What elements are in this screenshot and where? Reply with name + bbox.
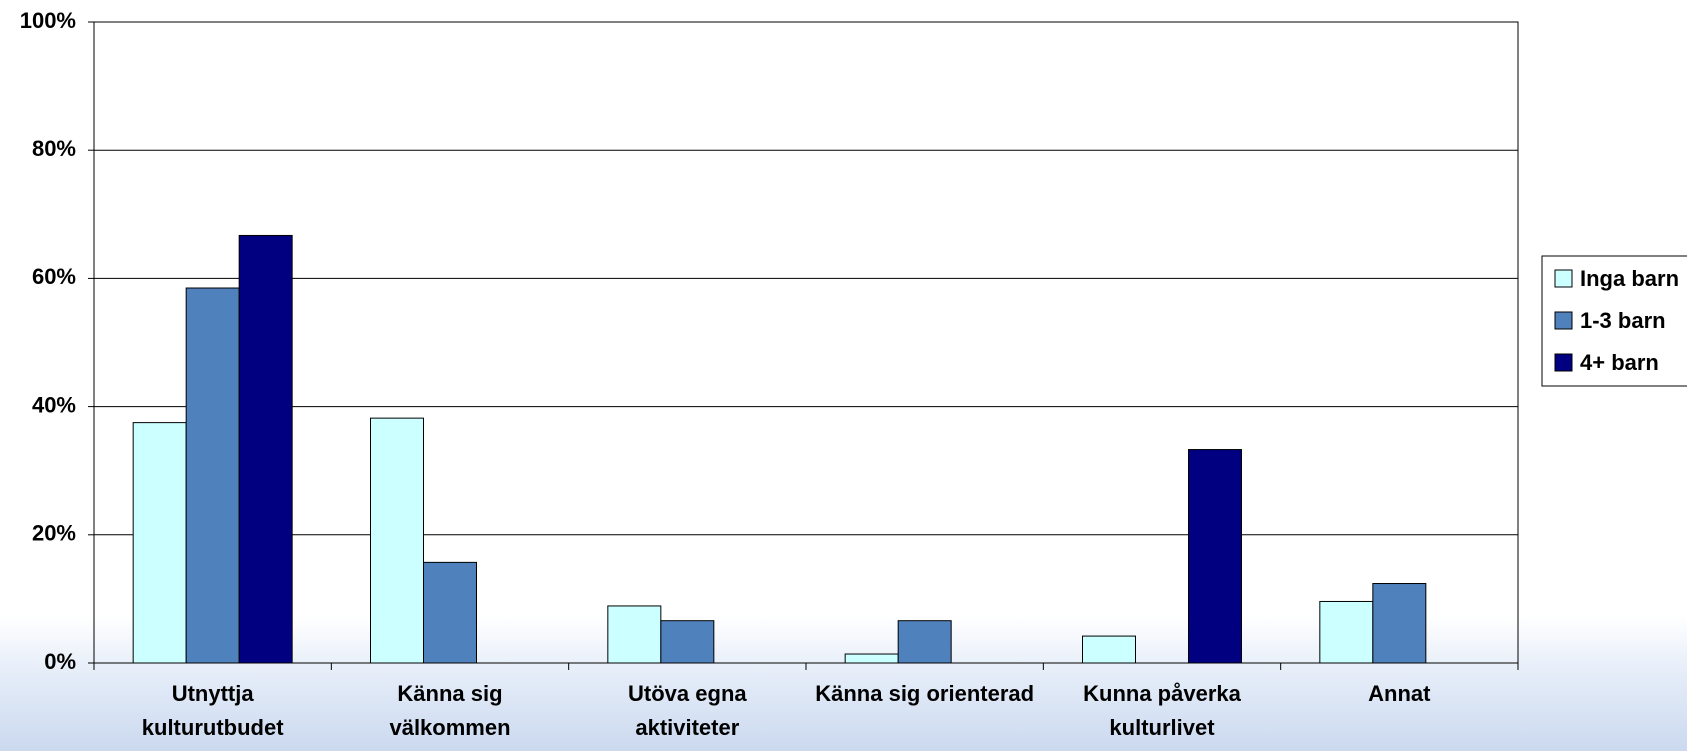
bar [185,287,240,664]
legend-swatch [1554,269,1573,288]
y-tick-label: 100% [20,8,76,33]
x-tick-label: Annat [1368,681,1431,706]
bar [1188,449,1242,664]
x-tick-label: Känna sig orienterad [815,681,1035,706]
legend-label: Inga barn [1580,266,1679,291]
y-tick-label: 0% [44,649,76,674]
x-tick-label: Utnyttja kulturutbudet [141,681,284,740]
x-tick-label: Kunna påverka kulturlivet [1083,681,1241,740]
bar [238,234,293,664]
bar [897,620,952,664]
legend-swatch [1554,311,1573,330]
y-tick-label: 80% [32,136,76,161]
y-tick-label: 60% [32,264,76,289]
bar [1319,600,1374,664]
bar [844,653,899,664]
x-tick-label: Känna sig välkommen [389,681,511,740]
bar [132,422,187,664]
legend-label: 1-3 barn [1580,308,1666,333]
bar [607,605,662,664]
bar [660,620,715,664]
bar [1082,635,1136,664]
x-tick-label: Utöva egna aktiviteter [628,681,747,740]
bar [370,417,424,664]
plot-area [93,21,1519,664]
legend-label: 4+ barn [1580,350,1659,375]
y-tick-label: 20% [32,521,76,546]
legend-swatch [1554,353,1573,372]
y-tick-label: 40% [32,392,76,417]
bar [1372,583,1427,664]
bar [423,561,477,664]
